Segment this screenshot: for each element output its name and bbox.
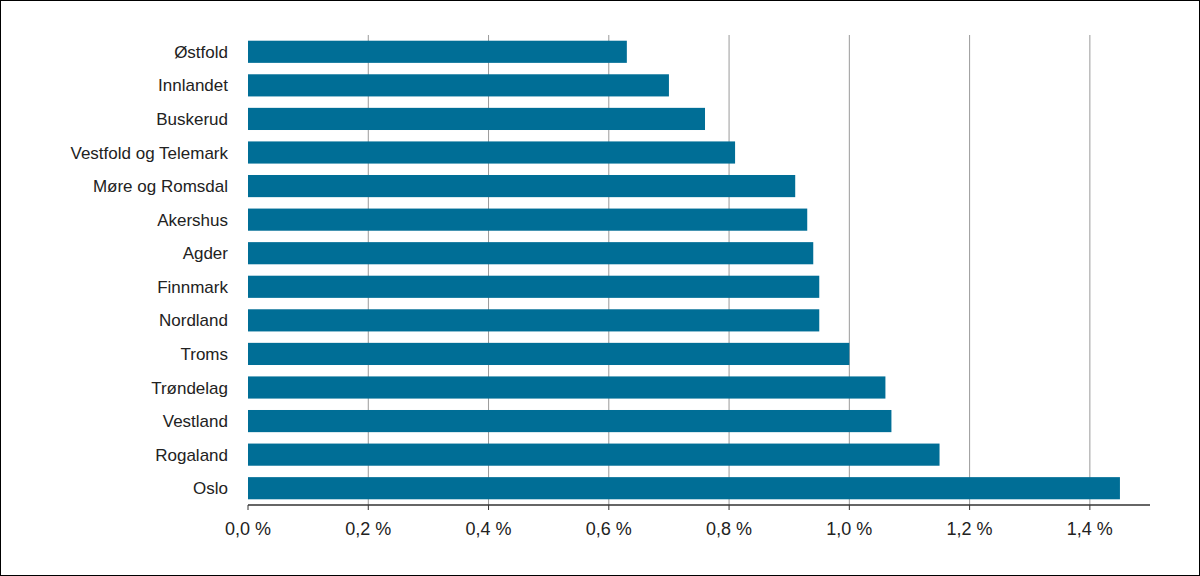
category-label: Vestfold og Telemark [71, 144, 229, 163]
category-label: Vestland [163, 412, 228, 431]
bar [248, 209, 807, 231]
x-axis [248, 504, 1150, 506]
category-label: Buskerud [156, 110, 228, 129]
bar [248, 41, 627, 63]
bar [248, 74, 669, 96]
category-label: Nordland [159, 311, 228, 330]
frame [1, 1, 1200, 576]
bars [248, 41, 1120, 500]
category-label: Østfold [174, 43, 228, 62]
category-label: Akershus [157, 211, 228, 230]
bar [248, 309, 819, 331]
tick-label: 1,2 % [947, 519, 993, 539]
grid-line [368, 35, 369, 505]
grid-line [849, 35, 850, 505]
category-label: Trøndelag [151, 379, 228, 398]
chart: 0,0 % 0,2 % 0,4 % 0,6 % 0,8 % 1,0 % 1,2 % 1,4 %… [0, 0, 1200, 576]
bar [248, 343, 849, 365]
bar [248, 444, 940, 466]
category-label: Finnmark [157, 278, 228, 297]
bar [248, 410, 891, 432]
bar [248, 141, 735, 163]
grid-line [488, 35, 489, 505]
grid-line [969, 35, 970, 505]
category-label: Oslo [193, 479, 228, 498]
tick-label: 0,4 % [466, 519, 512, 539]
category-label: Rogaland [155, 446, 228, 465]
bar [248, 376, 885, 398]
grid-line [608, 35, 609, 505]
bar [248, 242, 813, 264]
category-label: Innlandet [158, 76, 228, 95]
bar [248, 477, 1120, 499]
bar [248, 175, 795, 197]
tick-label: 1,0 % [826, 519, 872, 539]
grid-line [1089, 35, 1090, 505]
tick-label: 0,8 % [706, 519, 752, 539]
tick-label: 0,0 % [225, 519, 271, 539]
category-label: Møre og Romsdal [93, 177, 228, 196]
tick-label: 0,6 % [586, 519, 632, 539]
bar [248, 276, 819, 298]
tick-label: 1,4 % [1067, 519, 1113, 539]
category-label: Troms [180, 345, 228, 364]
grid-line [729, 35, 730, 505]
bar [248, 108, 705, 130]
tick-label: 0,2 % [345, 519, 391, 539]
category-label: Agder [183, 244, 229, 263]
